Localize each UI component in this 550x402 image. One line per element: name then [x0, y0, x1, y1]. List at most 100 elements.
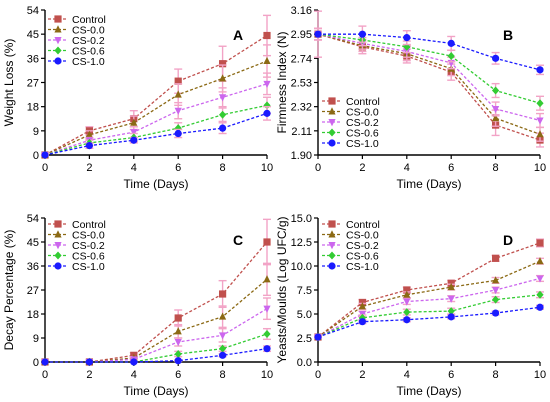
series-cs-1-0 — [314, 25, 544, 76]
data-point — [403, 316, 411, 324]
data-point — [536, 130, 544, 138]
data-point — [219, 344, 227, 353]
y-tick-label: 9 — [33, 126, 39, 138]
legend-label: CS-0.6 — [346, 251, 379, 263]
data-point — [492, 113, 500, 122]
data-point — [174, 327, 182, 335]
series-line — [317, 33, 541, 141]
series-line — [45, 278, 268, 363]
y-tick-label: 0.0 — [297, 357, 312, 369]
x-axis-title: Time (Days) — [124, 177, 189, 191]
legend-marker — [328, 251, 336, 260]
data-point — [447, 295, 455, 303]
legend-marker — [328, 230, 336, 238]
legend-marker — [328, 119, 336, 127]
data-point — [219, 312, 227, 320]
y-tick-label: 27 — [27, 78, 39, 90]
x-tick-label: 10 — [261, 162, 273, 174]
x-axis-title: Time (Days) — [397, 177, 462, 191]
x-tick-label: 6 — [175, 162, 181, 174]
panel-label: D — [503, 232, 513, 248]
legend-marker — [328, 262, 336, 270]
y-tick-label: 45 — [27, 29, 39, 41]
y-tick-label: 0 — [33, 150, 39, 162]
data-point — [219, 124, 227, 132]
y-tick-label: 0 — [33, 357, 39, 369]
series-line — [318, 33, 541, 71]
y-tick-label: 10.0 — [291, 261, 312, 273]
series-cs-0-2 — [41, 72, 271, 160]
legend-marker — [328, 97, 336, 105]
panel-label: A — [233, 27, 243, 43]
series-line — [317, 33, 541, 122]
y-axis-title: Weight Loss (%) — [2, 39, 16, 127]
legend-marker — [54, 25, 62, 33]
data-point — [41, 151, 49, 159]
legend-label: CS-0.0 — [346, 107, 379, 119]
data-point — [492, 54, 500, 62]
legend-item: CS-0.6 — [322, 251, 379, 263]
data-point — [536, 66, 544, 74]
data-point — [85, 358, 93, 366]
series-line — [317, 260, 541, 338]
data-point — [219, 94, 227, 102]
data-point — [130, 129, 138, 137]
y-axis-title: Yeasts/Moulds (Log UFC/g) — [275, 217, 289, 364]
legend-marker — [328, 220, 336, 228]
legend-marker — [54, 242, 62, 250]
data-point — [219, 332, 227, 340]
data-point — [41, 358, 49, 366]
data-point — [85, 142, 93, 150]
legend-label: CS-0.0 — [346, 230, 379, 242]
data-point — [314, 333, 322, 341]
series-cs-0-6 — [41, 96, 271, 159]
y-tick-label: 2.11 — [291, 126, 312, 138]
legend-label: Control — [72, 219, 106, 231]
data-point — [263, 109, 271, 117]
y-tick-label: 36 — [27, 261, 39, 273]
x-tick-label: 2 — [86, 162, 92, 174]
chart-panel-d: 0.0 2.5 5.0 7.5 10.0 12.5 15.0 0 2 4 6 8 10 Time (Day… — [275, 213, 546, 398]
y-tick-label: 2.74 — [291, 53, 312, 65]
legend-item: Control — [322, 219, 380, 231]
data-point — [263, 330, 271, 338]
data-point — [447, 282, 455, 291]
panel-label: B — [503, 27, 513, 43]
legend-marker — [328, 139, 336, 147]
legend-label: CS-0.0 — [72, 230, 105, 242]
x-tick-label: 0 — [315, 369, 321, 381]
legend-label: CS-1.0 — [346, 261, 379, 273]
y-tick-label: 2.53 — [291, 78, 312, 90]
y-tick-label: 2.95 — [291, 29, 312, 41]
data-point — [174, 357, 182, 365]
data-point — [492, 86, 500, 95]
legend-item: CS-0.0 — [48, 230, 105, 242]
data-point — [492, 309, 500, 317]
data-point — [263, 31, 271, 40]
legend-label: CS-0.6 — [72, 46, 105, 58]
y-tick-label: 36 — [27, 53, 39, 65]
legend-marker — [54, 57, 62, 65]
y-tick-label: 27 — [27, 285, 39, 297]
x-tick-label: 4 — [131, 162, 137, 174]
y-tick-label: 54 — [27, 213, 39, 225]
legend-item: CS-0.0 — [322, 230, 379, 242]
data-point — [174, 339, 182, 347]
data-point — [536, 117, 544, 125]
x-tick-label: 0 — [42, 162, 48, 174]
legend-label: CS-0.2 — [346, 117, 379, 129]
x-tick-label: 0 — [315, 162, 321, 174]
legend-label: CS-0.6 — [72, 251, 105, 263]
data-point — [447, 39, 455, 47]
x-tick-label: 10 — [534, 369, 546, 381]
data-point — [219, 110, 227, 119]
data-point — [492, 105, 500, 114]
series-line — [44, 112, 268, 156]
data-point — [263, 56, 271, 65]
legend-item: CS-0.0 — [322, 107, 379, 119]
